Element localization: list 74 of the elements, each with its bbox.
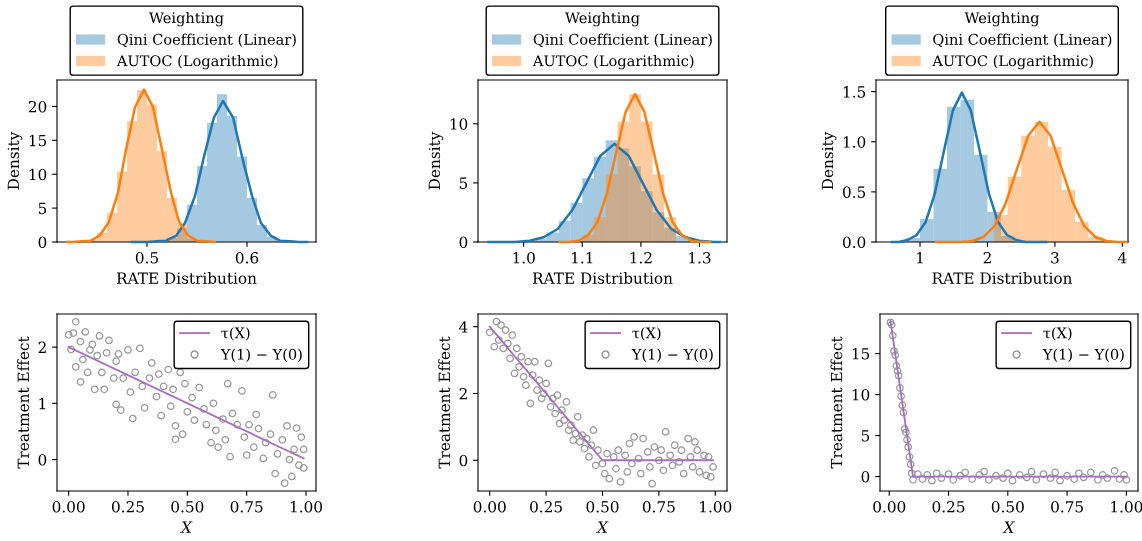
legend-label: τ(X) [632,327,661,341]
y-axis-title: Treatment Effect [17,336,30,469]
x-tick-label: 1.00 [290,500,323,513]
x-axis-title: RATE Distribution [532,272,673,284]
legend-label: τ(X) [1043,327,1072,341]
x-tick-label: 1.00 [700,500,732,513]
legend-label: Y(1) − Y(0) [631,348,713,362]
x-tick-label: 0.50 [171,500,204,513]
x-tick-label: 0.50 [586,500,619,513]
x-tick-label: 0.00 [473,500,506,513]
y-tick-label: 4 [459,321,468,333]
y-tick-label: 10 [29,168,47,181]
legend-label: AUTOC (Logarithmic) [932,54,1093,70]
legend-label: Qini Coefficient (Linear) [933,33,1112,47]
legend-label: Y(1) − Y(0) [220,348,302,362]
x-tick-label: 1.3 [689,251,711,264]
x-tick-label: 0.25 [932,500,965,513]
x-tick-label: 1.2 [630,251,652,264]
y-tick-label: 1.5 [843,86,866,98]
y-tick-label: 5 [861,430,870,442]
y-axis-title: Density [7,131,23,190]
y-tick-label: 10 [450,118,468,130]
x-tick-label: 0.75 [1051,500,1083,513]
legend-label: τ(X) [221,327,250,341]
x-tick-label: 0.6 [235,251,259,264]
legend-label: Qini Coefficient (Linear) [533,33,712,47]
x-tick-label: 0.50 [991,500,1024,513]
legend-label: Y(1) − Y(0) [1042,348,1124,362]
x-tick-label: 0.5 [135,251,158,264]
y-tick-label: 15 [29,134,47,147]
y-tick-label: 2 [38,341,46,353]
x-tick-label: 0.25 [111,500,144,513]
y-tick-label: 10 [852,389,870,401]
legend-title: Weighting [964,11,1040,27]
legend-title: Weighting [149,11,224,27]
y-tick-label: 0 [38,454,47,466]
y-tick-label: 1.0 [843,136,866,148]
y-tick-label: 1 [39,397,46,410]
x-axis-title: X [180,521,193,533]
y-tick-label: 0 [861,471,870,483]
x-tick-label: 0.75 [230,500,263,513]
legend-label: Qini Coefficient (Linear) [117,33,296,47]
x-tick-label: 0.00 [873,500,906,513]
x-axis-title: X [596,521,609,533]
x-axis-title: RATE Distribution [932,272,1073,284]
y-tick-label: 5 [38,202,47,215]
x-tick-label: 2 [983,251,991,264]
x-tick-label: 4 [1117,251,1127,264]
y-tick-label: 0 [38,236,47,249]
legend-label: AUTOC (Logarithmic) [116,54,278,70]
y-axis-title: Treatment Effect [830,336,843,469]
x-tick-label: 3 [1051,251,1059,264]
y-axis-title: Density [821,131,837,190]
x-tick-label: 1.00 [1111,500,1142,513]
y-tick-label: 5 [459,177,468,189]
x-tick-label: 1 [917,251,923,264]
y-tick-label: 0.0 [842,236,866,249]
legend-label: AUTOC (Logarithmic) [532,54,694,70]
y-tick-label: 0 [459,454,468,467]
x-tick-label: 0.00 [52,500,85,513]
y-tick-label: 0 [459,236,468,249]
x-tick-label: 0.25 [530,500,562,513]
x-tick-label: 0.75 [642,500,675,513]
x-tick-label: 1.0 [513,251,535,264]
legend-title: Weighting [565,11,640,27]
y-tick-label: 15 [852,348,870,360]
y-tick-label: 2 [459,387,467,400]
x-axis-title: RATE Distribution [116,272,257,284]
x-axis-title: X [1002,521,1015,533]
y-axis-title: Density [428,131,444,190]
y-tick-label: 0.5 [842,186,866,198]
y-tick-label: 20 [28,100,47,113]
x-tick-label: 1.1 [572,251,593,264]
y-axis-title: Treatment Effect [438,336,451,469]
